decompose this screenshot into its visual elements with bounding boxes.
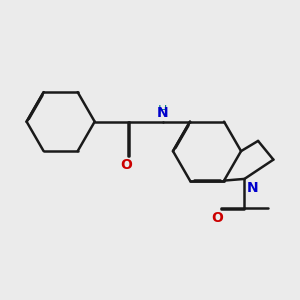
Text: N: N: [247, 181, 259, 195]
Text: N: N: [157, 106, 169, 120]
Text: H: H: [158, 103, 167, 116]
Text: O: O: [211, 211, 223, 225]
Text: O: O: [120, 158, 132, 172]
